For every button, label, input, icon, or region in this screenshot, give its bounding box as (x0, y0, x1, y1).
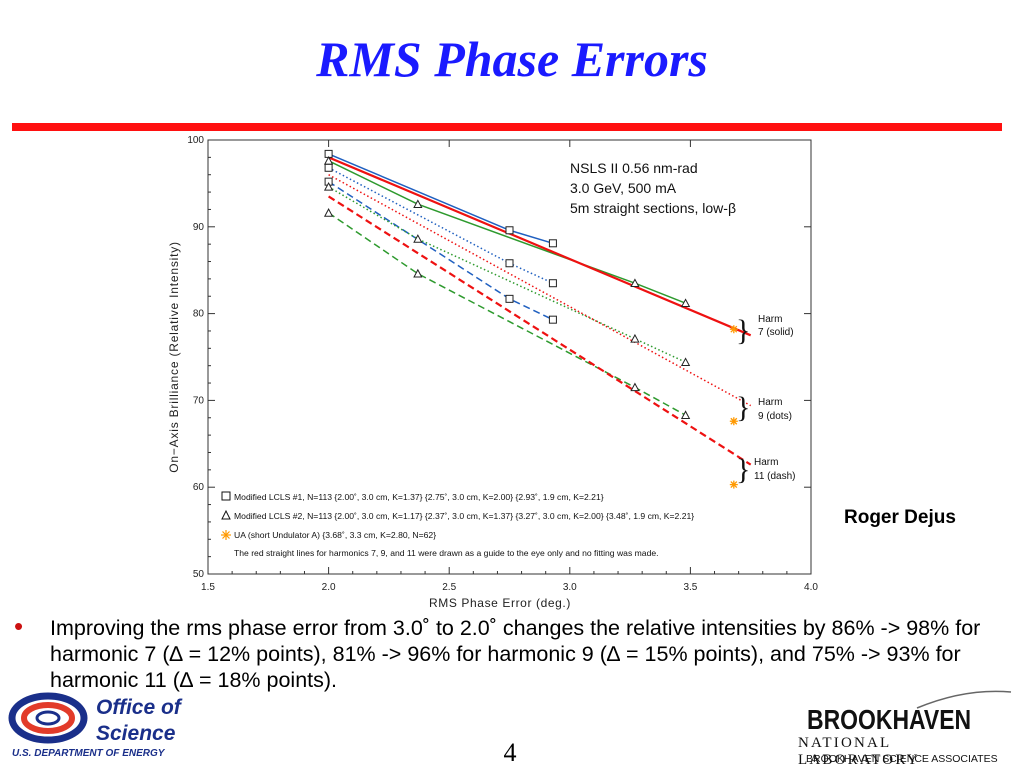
bnl-associates-text: BROOKHAVEN SCIENCE ASSOCIATES (806, 753, 998, 765)
annotation-line-2: 3.0 GeV, 500 mA (570, 180, 677, 196)
y-tick-label: 70 (193, 395, 205, 406)
doe-office-of-science-logo: Office of Science U.S. DEPARTMENT OF ENE… (8, 688, 223, 760)
harm-7-brace: } (736, 314, 750, 347)
bnl-main-text: BROOKHAVEN (807, 704, 972, 735)
triangle-marker (413, 199, 423, 209)
square-marker (324, 163, 333, 172)
x-tick-label: 1.5 (201, 582, 215, 593)
legend-note: The red straight lines for harmonics 7, … (234, 548, 659, 558)
triangle-marker (630, 382, 640, 392)
doe-department: U.S. DEPARTMENT OF ENERGY (12, 748, 166, 759)
bnl-sub-text: NATIONAL LABORATORY (798, 735, 920, 768)
series-line-7 (328, 174, 752, 407)
author-name: Roger Dejus (844, 507, 956, 528)
triangle-marker (630, 278, 640, 288)
legend: Modified LCLS #1, N=113 {2.00˚, 3.0 cm, … (221, 491, 694, 558)
series-line-8 (328, 195, 752, 466)
y-tick-label: 50 (193, 569, 205, 580)
square-marker (505, 294, 514, 303)
series-line-0 (328, 153, 554, 245)
series-lines (328, 153, 752, 466)
triangle-marker (680, 357, 691, 367)
slide-title: RMS Phase Errors (316, 31, 708, 87)
square-marker (548, 279, 557, 288)
harm-7-label-2: 7 (solid) (758, 327, 794, 338)
asterisk-marker (729, 480, 738, 489)
harm-9-label-1: Harm (758, 397, 782, 408)
doe-swirl-icon (8, 692, 88, 744)
doe-line-2: Science (96, 722, 176, 745)
harm-9-brace: } (736, 391, 750, 424)
y-tick-label: 90 (193, 222, 205, 233)
x-tick-label: 2.0 (322, 582, 336, 593)
y-tick-label: 80 (193, 309, 205, 320)
triangle-marker (413, 268, 423, 278)
plot-frame (207, 139, 812, 575)
chart-panel: 1.5 2.0 2.5 3.0 3.5 4.0 50 60 70 80 90 100 RMS Phas… (150, 132, 828, 610)
series-line-3 (328, 160, 686, 304)
square-marker (505, 226, 514, 235)
triangle-marker (680, 410, 691, 419)
legend-marker-triangle (221, 509, 231, 520)
y-tick-label: 100 (187, 135, 204, 146)
series-line-1 (328, 167, 554, 284)
x-tick-label: 2.5 (442, 582, 456, 593)
doe-line-1: Office of (96, 696, 183, 719)
harm-11-label-1: Harm (754, 457, 778, 468)
triangle-marker (680, 298, 691, 307)
series-line-5 (328, 212, 686, 416)
annotation-line-3: 5m straight sections, low-β (570, 200, 736, 216)
x-tick-label: 3.0 (563, 582, 577, 593)
harm-11-brace: } (736, 453, 750, 486)
harm-9-label-2: 9 (dots) (758, 411, 792, 422)
x-axis-label: RMS Phase Error (deg.) (429, 596, 571, 610)
series-line-6 (328, 156, 752, 337)
triangle-marker (630, 333, 640, 343)
legend-marker-asterisk (221, 530, 231, 540)
bullet-icon: • (14, 611, 24, 641)
harm-7-label-1: Harm (758, 314, 782, 325)
triangle-marker (323, 182, 334, 191)
series-markers (323, 149, 738, 489)
brookhaven-logo: BROOKHAVEN NATIONAL LABORATORY BROOKHAVE… (795, 686, 1015, 768)
chart: 1.5 2.0 2.5 3.0 3.5 4.0 50 60 70 80 90 100 RMS Phas… (167, 135, 818, 610)
x-tick-label: 3.5 (683, 582, 697, 593)
legend-entry-3: UA (short Undulator A) {3.68˚, 3.3 cm, K… (234, 530, 436, 540)
page-number: 4 (503, 738, 517, 767)
x-tick-label: 4.0 (804, 582, 818, 593)
bullet-text: Improving the rms phase error from 3.0˚ … (50, 616, 981, 692)
legend-entry-1: Modified LCLS #1, N=113 {2.00˚, 3.0 cm, … (234, 492, 604, 502)
y-tick-label: 60 (193, 482, 205, 493)
square-marker (548, 239, 557, 248)
title-divider (12, 123, 1002, 131)
square-marker (505, 259, 514, 268)
bnl-swoosh-icon (916, 690, 1012, 709)
harm-11-label-2: 11 (dash) (754, 471, 796, 482)
asterisk-marker (729, 417, 738, 426)
legend-marker-square (221, 491, 231, 501)
y-axis-label: On−Axis Brilliance (Relative Intensity) (167, 241, 181, 473)
triangle-marker (413, 234, 423, 243)
series-line-2 (328, 181, 554, 321)
annotation-line-1: NSLS II 0.56 nm-rad (570, 160, 698, 176)
square-marker (548, 315, 557, 324)
triangle-marker (323, 155, 334, 165)
legend-entry-2: Modified LCLS #2, N=113 {2.00˚, 3.0 cm, … (234, 511, 694, 521)
asterisk-marker (729, 325, 738, 334)
axis-ticks: 1.5 2.0 2.5 3.0 3.5 4.0 50 60 70 80 90 100 (187, 135, 818, 593)
triangle-marker (323, 208, 334, 217)
